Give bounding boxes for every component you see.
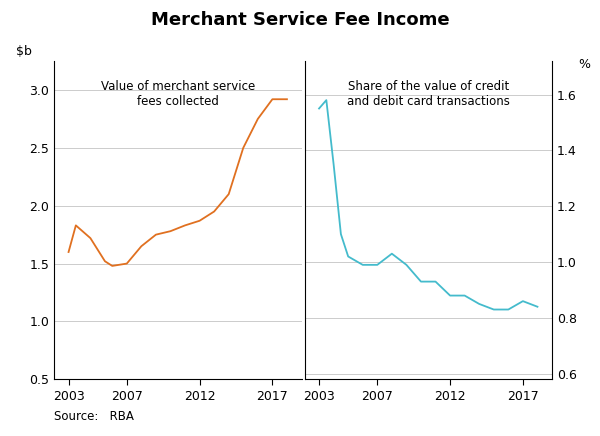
Text: Value of merchant service
fees collected: Value of merchant service fees collected (101, 80, 255, 108)
Y-axis label: %: % (578, 58, 590, 71)
Y-axis label: $b: $b (16, 45, 32, 58)
Text: Merchant Service Fee Income: Merchant Service Fee Income (151, 11, 449, 29)
Text: Share of the value of credit
and debit card transactions: Share of the value of credit and debit c… (347, 80, 509, 108)
Text: Source:   RBA: Source: RBA (54, 410, 134, 423)
